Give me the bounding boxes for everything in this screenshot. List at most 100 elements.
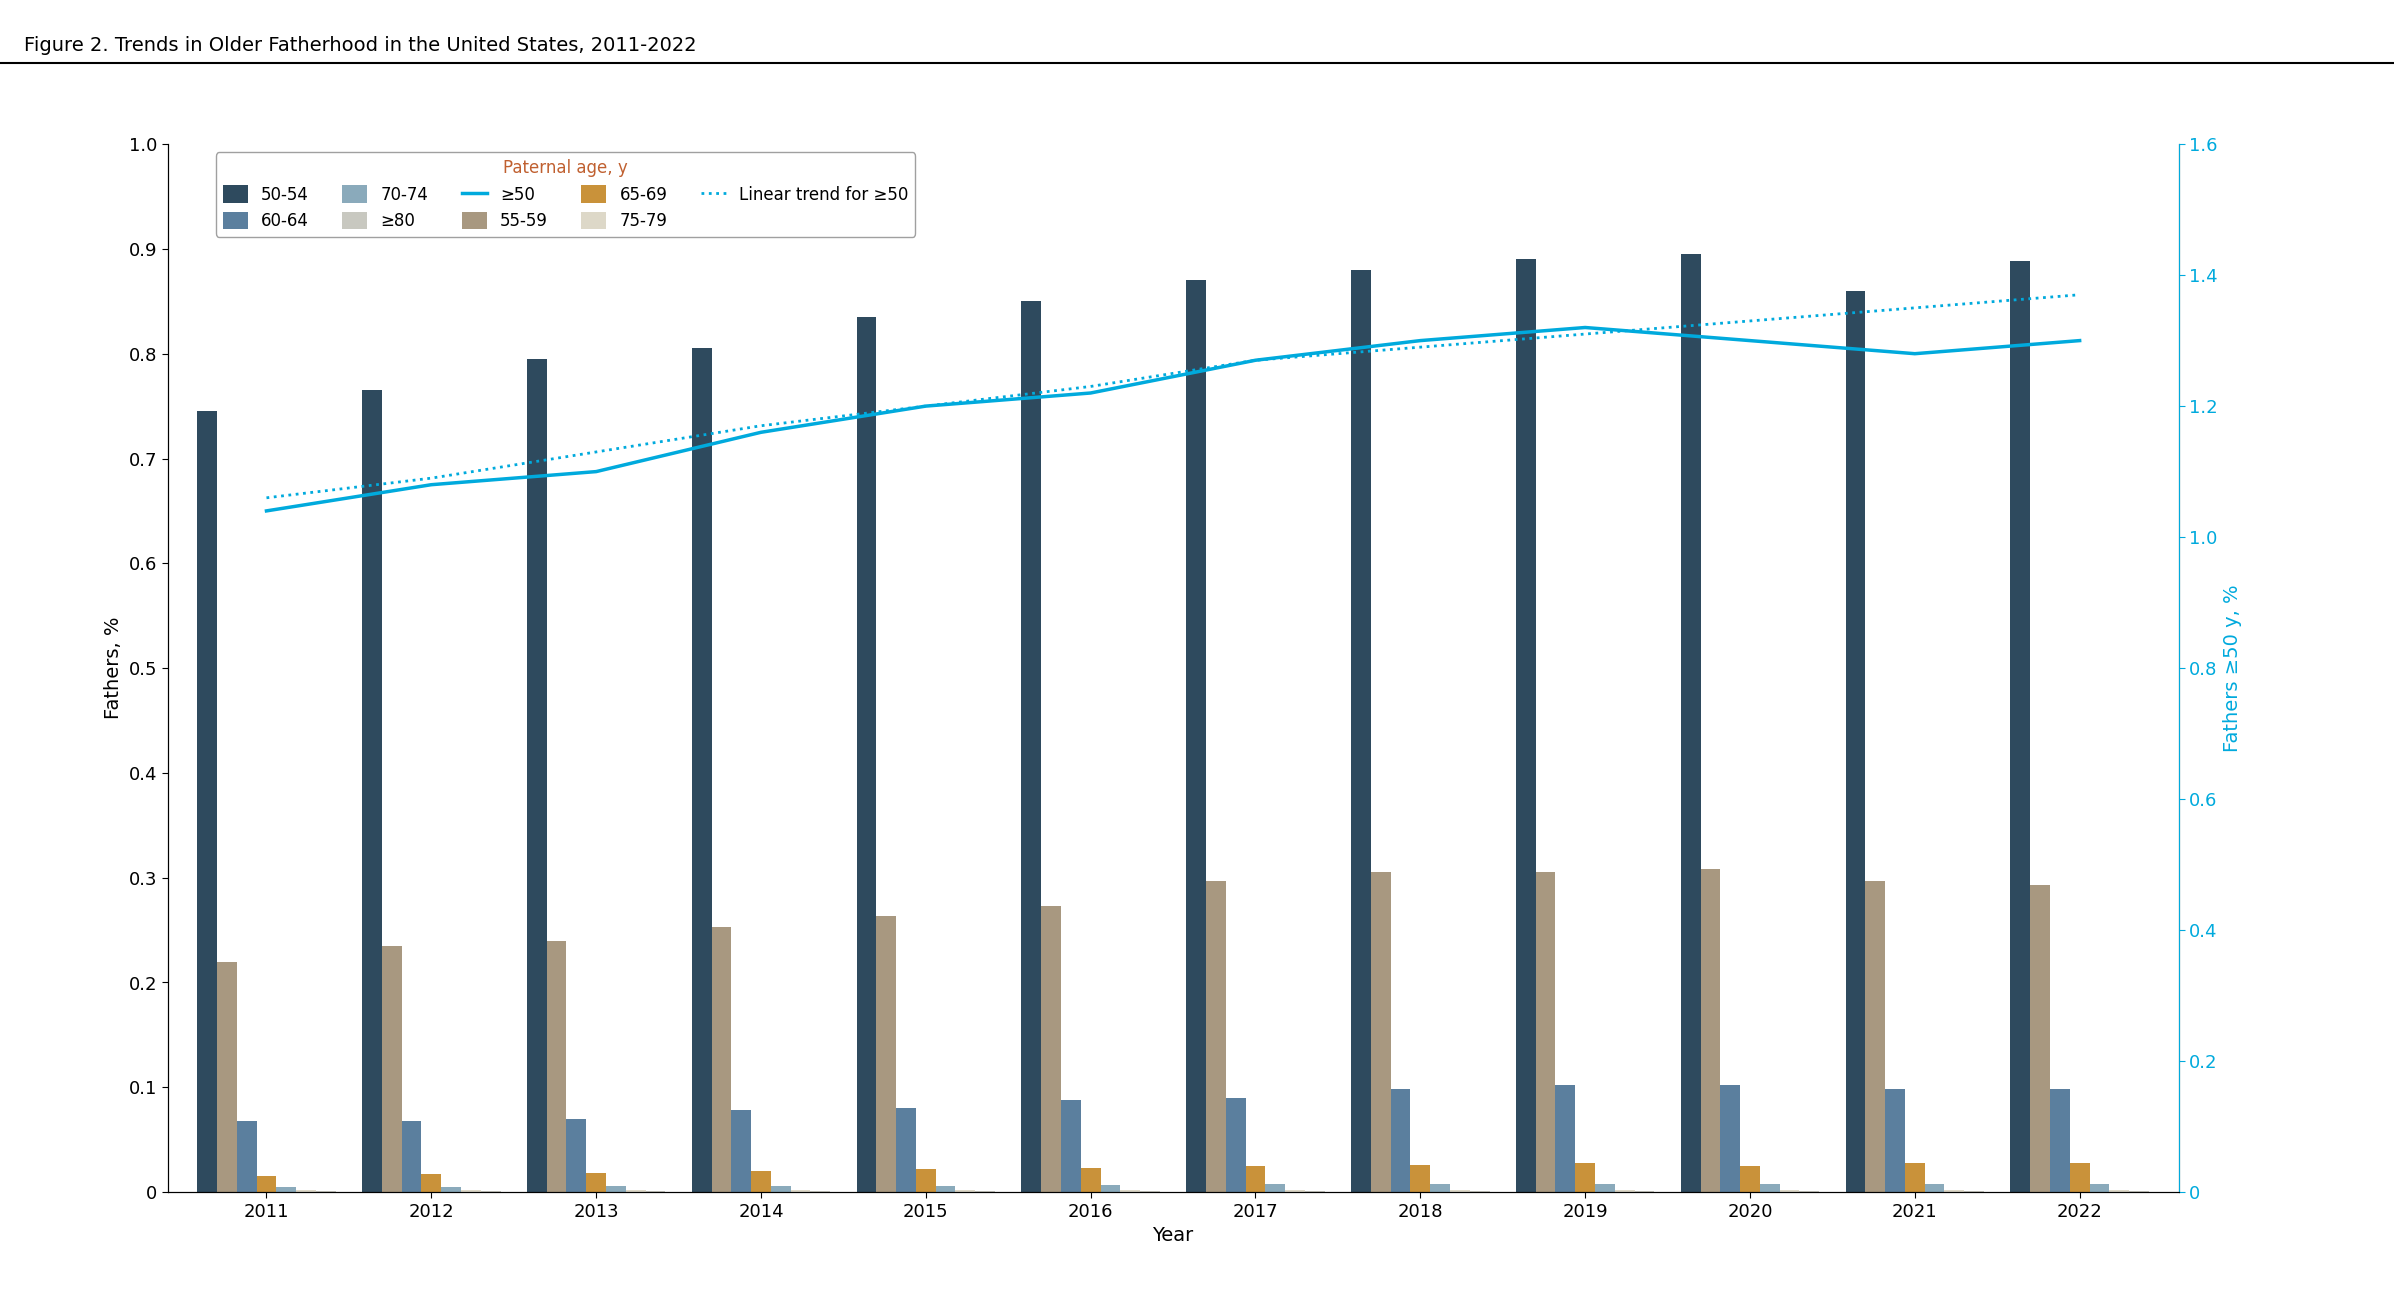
Bar bbox=[218, 962, 237, 1192]
Bar bbox=[730, 1111, 752, 1192]
Bar bbox=[1944, 1189, 1963, 1192]
Bar bbox=[567, 1119, 587, 1192]
Bar bbox=[1391, 1090, 1410, 1192]
Bar bbox=[771, 1186, 790, 1192]
Bar bbox=[1429, 1184, 1451, 1192]
Bar bbox=[711, 927, 730, 1192]
Bar bbox=[402, 1121, 421, 1192]
Bar bbox=[936, 1186, 955, 1192]
Bar bbox=[1041, 907, 1061, 1192]
Bar bbox=[1535, 872, 1556, 1192]
Linear trend for ≥50 bbox=[251, 490, 280, 506]
Bar bbox=[790, 1189, 812, 1192]
Bar bbox=[1451, 1189, 1470, 1192]
Bar bbox=[2090, 1184, 2109, 1192]
≥50 bbox=[1901, 346, 1930, 362]
Linear trend for ≥50 bbox=[2066, 287, 2095, 303]
Linear trend for ≥50 bbox=[1736, 313, 1764, 329]
Line: Linear trend for ≥50: Linear trend for ≥50 bbox=[266, 295, 2080, 498]
Bar bbox=[1721, 1085, 1740, 1192]
Bar bbox=[2049, 1090, 2071, 1192]
Bar bbox=[606, 1186, 625, 1192]
Y-axis label: Fathers ≥50 y, %: Fathers ≥50 y, % bbox=[2224, 584, 2243, 752]
Bar bbox=[256, 1176, 275, 1192]
Bar bbox=[1906, 1163, 1925, 1192]
Bar bbox=[440, 1187, 462, 1192]
≥50 bbox=[1736, 333, 1764, 348]
Bar bbox=[625, 1189, 646, 1192]
Bar bbox=[1207, 880, 1226, 1192]
Text: Figure 2. Trends in Older Fatherhood in the United States, 2011-2022: Figure 2. Trends in Older Fatherhood in … bbox=[24, 37, 697, 55]
≥50 bbox=[1405, 333, 1434, 348]
Bar bbox=[462, 1189, 481, 1192]
Bar bbox=[1266, 1184, 1286, 1192]
Bar bbox=[527, 359, 546, 1192]
Bar bbox=[1410, 1165, 1429, 1192]
Linear trend for ≥50 bbox=[1240, 352, 1269, 368]
Bar bbox=[383, 946, 402, 1192]
Bar bbox=[752, 1171, 771, 1192]
≥50 bbox=[747, 424, 776, 440]
Bar bbox=[1101, 1184, 1120, 1192]
Bar bbox=[1681, 254, 1700, 1192]
Bar bbox=[1120, 1189, 1140, 1192]
Bar bbox=[237, 1121, 256, 1192]
Bar bbox=[196, 411, 218, 1192]
Bar bbox=[1022, 301, 1041, 1192]
Bar bbox=[1350, 270, 1372, 1192]
Line: ≥50: ≥50 bbox=[266, 328, 2080, 511]
Linear trend for ≥50 bbox=[747, 418, 776, 434]
Y-axis label: Fathers, %: Fathers, % bbox=[103, 617, 122, 719]
≥50 bbox=[2066, 333, 2095, 348]
Bar bbox=[1575, 1163, 1594, 1192]
Bar bbox=[1846, 291, 1865, 1192]
Bar bbox=[1594, 1184, 1616, 1192]
≥50 bbox=[582, 464, 610, 479]
Linear trend for ≥50 bbox=[417, 470, 445, 486]
Bar bbox=[2071, 1163, 2090, 1192]
X-axis label: Year: Year bbox=[1152, 1226, 1195, 1244]
Linear trend for ≥50 bbox=[1077, 379, 1106, 394]
Bar bbox=[876, 917, 895, 1192]
Bar bbox=[1760, 1184, 1779, 1192]
Bar bbox=[1187, 280, 1207, 1192]
Bar bbox=[1286, 1189, 1305, 1192]
≥50 bbox=[1240, 352, 1269, 368]
Bar bbox=[1616, 1189, 1635, 1192]
Bar bbox=[275, 1187, 297, 1192]
Bar bbox=[955, 1189, 974, 1192]
Bar bbox=[917, 1169, 936, 1192]
Bar bbox=[1061, 1100, 1080, 1192]
Bar bbox=[1740, 1166, 1760, 1192]
Linear trend for ≥50 bbox=[582, 444, 610, 460]
Bar bbox=[546, 941, 567, 1192]
Legend: 50-54, 60-64, 70-74, ≥80, ≥50, 55-59, 65-69, 75-79, Linear trend for ≥50: 50-54, 60-64, 70-74, ≥80, ≥50, 55-59, 65… bbox=[215, 152, 915, 237]
Bar bbox=[1226, 1098, 1245, 1192]
Linear trend for ≥50 bbox=[1570, 326, 1599, 342]
Bar bbox=[297, 1189, 316, 1192]
Linear trend for ≥50 bbox=[1901, 300, 1930, 316]
Linear trend for ≥50 bbox=[1405, 339, 1434, 355]
Bar bbox=[2011, 262, 2030, 1192]
Bar bbox=[361, 390, 383, 1192]
Bar bbox=[1884, 1090, 1906, 1192]
≥50 bbox=[912, 398, 941, 414]
≥50 bbox=[417, 477, 445, 493]
Bar bbox=[1515, 259, 1535, 1192]
Bar bbox=[1556, 1085, 1575, 1192]
Bar bbox=[895, 1108, 917, 1192]
Bar bbox=[421, 1174, 440, 1192]
Bar bbox=[1925, 1184, 1944, 1192]
Bar bbox=[2030, 886, 2049, 1192]
Bar bbox=[1700, 870, 1721, 1192]
≥50 bbox=[251, 503, 280, 519]
Bar bbox=[692, 348, 711, 1192]
Bar bbox=[1372, 872, 1391, 1192]
Bar bbox=[857, 317, 876, 1192]
Bar bbox=[1865, 880, 1884, 1192]
≥50 bbox=[1077, 385, 1106, 401]
Bar bbox=[2109, 1189, 2128, 1192]
Bar bbox=[1080, 1169, 1101, 1192]
Linear trend for ≥50 bbox=[912, 398, 941, 414]
Bar bbox=[587, 1174, 606, 1192]
